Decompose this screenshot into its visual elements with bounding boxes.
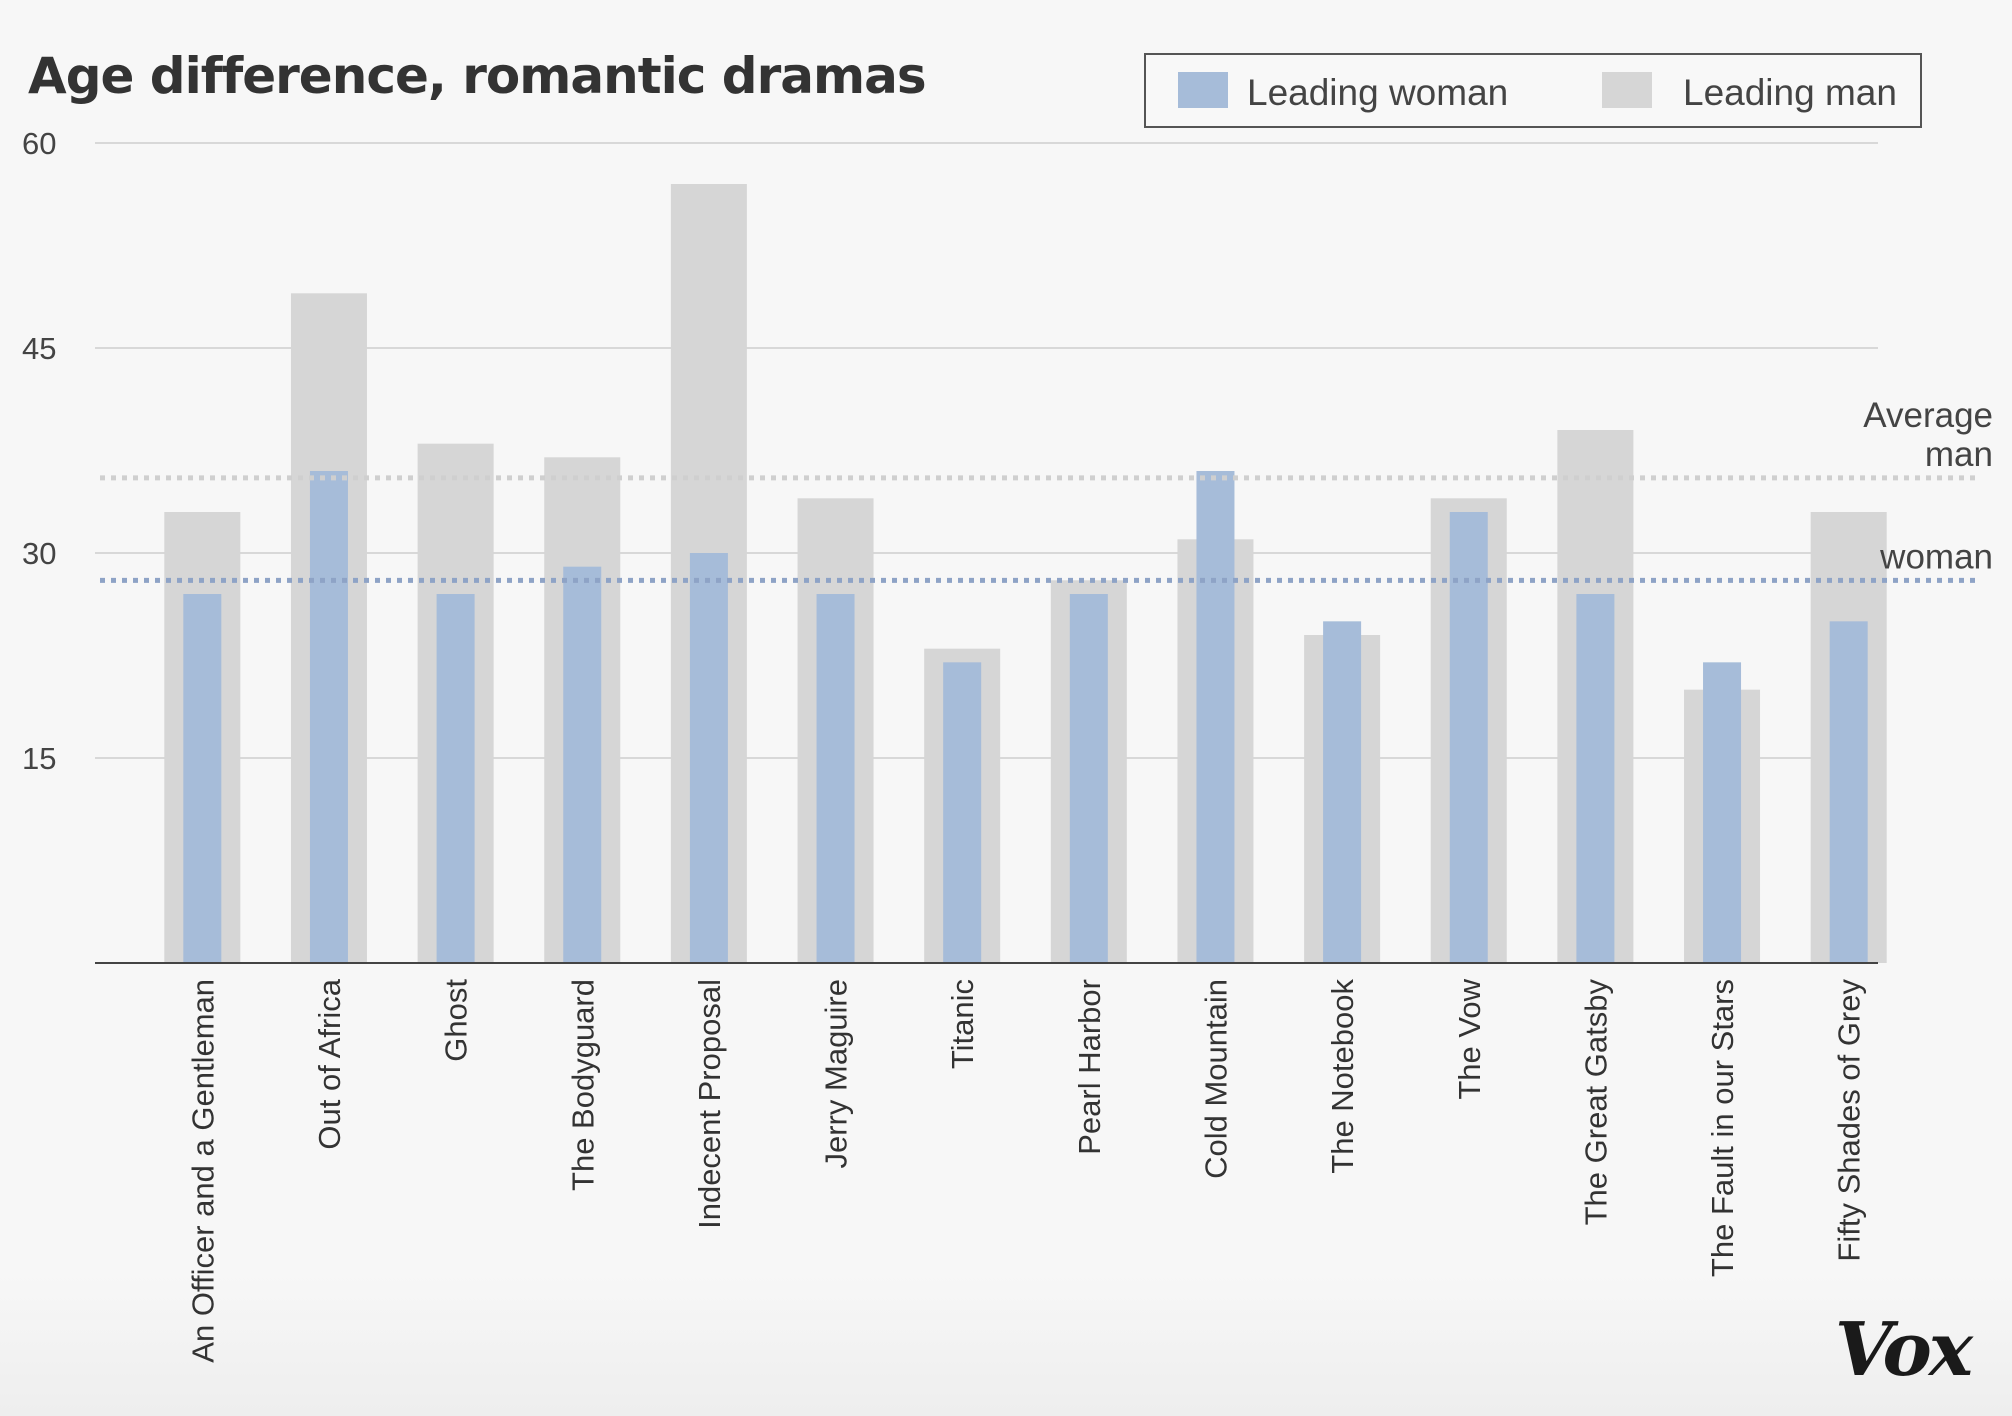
- x-category-label: Jerry Maguire: [819, 979, 854, 1169]
- x-category-label: The Vow: [1452, 978, 1487, 1099]
- average-line-label: man: [1925, 435, 1993, 474]
- bar-leading-woman: [943, 662, 982, 963]
- bar-leading-woman: [1703, 662, 1742, 963]
- vox-logo: Vox: [1835, 1307, 1974, 1393]
- chart-title: Age difference, romantic dramas: [28, 47, 926, 105]
- average-line-label: Average: [1863, 396, 1993, 435]
- legend-label-leading-man: Leading man: [1683, 72, 1897, 113]
- x-category-label: Titanic: [945, 979, 980, 1069]
- legend-swatch-leading-man: [1602, 72, 1652, 108]
- x-category-label: Pearl Harbor: [1072, 979, 1107, 1155]
- bar-leading-woman: [1576, 594, 1615, 963]
- y-axis-ticks: 15 30 45 60: [22, 126, 56, 776]
- bar-leading-woman: [1323, 621, 1362, 963]
- bars: [164, 184, 1887, 964]
- y-tick-label: 60: [22, 126, 56, 161]
- legend-swatch-leading-woman: [1178, 72, 1228, 108]
- bar-leading-woman: [1069, 594, 1108, 963]
- x-category-label: The Bodyguard: [565, 979, 600, 1191]
- bar-leading-woman: [1449, 512, 1488, 963]
- y-tick-label: 30: [22, 536, 56, 571]
- bar-leading-woman: [183, 594, 222, 963]
- x-category-label: An Officer and a Gentleman: [185, 979, 220, 1363]
- legend-box: [1144, 53, 1922, 128]
- x-category-label: Cold Mountain: [1198, 979, 1233, 1179]
- x-category-label: The Great Gatsby: [1578, 979, 1613, 1226]
- bar-leading-woman: [816, 594, 855, 963]
- bar-leading-woman: [689, 553, 728, 963]
- bar-leading-woman: [309, 471, 348, 963]
- x-category-label: Indecent Proposal: [692, 979, 727, 1229]
- bar-leading-woman: [1196, 471, 1235, 963]
- x-category-label: The Notebook: [1325, 979, 1360, 1174]
- bar-leading-woman: [436, 594, 475, 963]
- y-tick-label: 45: [22, 331, 56, 366]
- legend-label-leading-woman: Leading woman: [1247, 72, 1508, 113]
- x-category-label: Fifty Shades of Grey: [1832, 979, 1867, 1262]
- x-category-label: The Fault in our Stars: [1705, 979, 1740, 1277]
- bar-leading-woman: [563, 566, 602, 963]
- legend: Leading woman Leading man: [1144, 53, 1922, 128]
- average-line-label: woman: [1879, 537, 1993, 576]
- bar-leading-woman: [1829, 621, 1868, 963]
- x-category-label: Ghost: [439, 979, 474, 1062]
- x-axis-category-labels: An Officer and a Gentleman Out of Africa G…: [185, 978, 1866, 1362]
- x-category-label: Out of Africa: [312, 978, 347, 1149]
- y-tick-label: 15: [22, 741, 56, 776]
